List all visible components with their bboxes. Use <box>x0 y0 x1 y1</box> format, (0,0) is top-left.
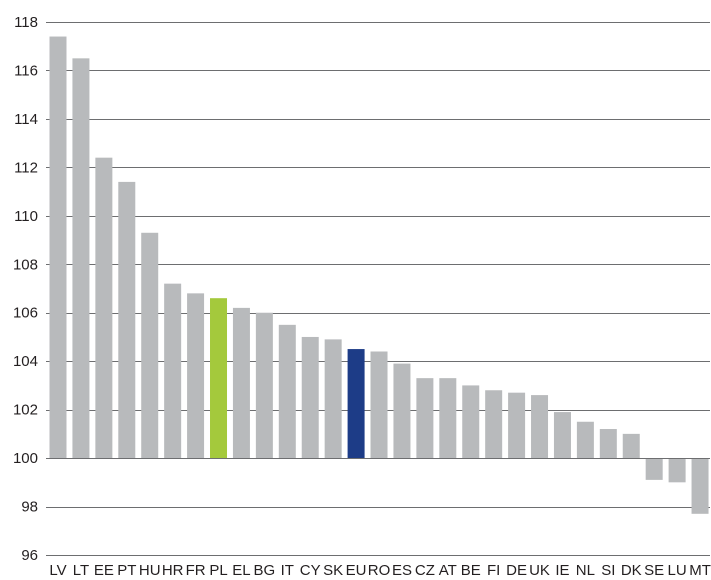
bar-nl <box>576 421 594 459</box>
x-axis-ticks: LV LT EE PT HU HR FR PL EL BG IT CY SK EU RO ES CZ AT BE FI… <box>49 562 710 579</box>
bar-ee <box>95 157 113 459</box>
bar-be <box>462 385 480 459</box>
bar-at <box>439 378 457 459</box>
y-tick-label-116: 116 <box>14 62 38 79</box>
x-tick-label-hr: HR <box>162 562 184 579</box>
x-tick-label-sk: SK <box>323 562 343 579</box>
bar-es <box>393 363 411 459</box>
bar-sk <box>324 339 342 459</box>
bar-ie <box>553 412 571 459</box>
y-tick-label-100: 100 <box>13 450 38 467</box>
bar-cz <box>416 378 434 459</box>
bar-uk <box>531 395 549 459</box>
bar-el <box>232 307 250 459</box>
bar-hu <box>141 232 159 459</box>
bar-ro <box>370 351 388 459</box>
bar-si <box>599 429 617 459</box>
x-tick-label-se: SE <box>644 562 664 579</box>
bar-lv <box>49 36 67 459</box>
x-tick-label-hu: HU <box>139 562 161 579</box>
x-tick-label-cy: CY <box>300 562 321 579</box>
bar-mt <box>691 458 709 514</box>
y-tick-label-106: 106 <box>13 305 38 322</box>
x-tick-label-lv: LV <box>49 562 66 579</box>
y-tick-label-118: 118 <box>14 14 38 31</box>
y-tick-label-110: 110 <box>14 208 38 225</box>
y-tick-label-96: 96 <box>21 547 38 564</box>
x-tick-label-de: DE <box>506 562 527 579</box>
bar-fr <box>187 293 205 459</box>
x-tick-label-pl: PL <box>209 562 227 579</box>
x-tick-label-bg: BG <box>254 562 276 579</box>
bar-it <box>278 324 296 459</box>
x-tick-label-dk: DK <box>621 562 642 579</box>
bar-bg <box>255 312 273 459</box>
x-tick-label-nl: NL <box>576 562 595 579</box>
bar-cy <box>301 336 319 459</box>
x-tick-label-es: ES <box>392 562 412 579</box>
x-tick-label-fi: FI <box>487 562 500 579</box>
bar-de <box>508 392 526 459</box>
x-tick-label-fr: FR <box>186 562 206 579</box>
y-tick-label-104: 104 <box>13 353 38 370</box>
x-tick-label-mt: MT <box>689 562 711 579</box>
x-tick-label-si: SI <box>601 562 615 579</box>
x-tick-label-be: BE <box>461 562 481 579</box>
x-tick-label-cz: CZ <box>415 562 435 579</box>
y-tick-label-114: 114 <box>14 111 38 128</box>
bar-fi <box>485 390 503 459</box>
x-tick-label-ee: EE <box>94 562 114 579</box>
x-tick-label-uk: UK <box>529 562 550 579</box>
y-tick-label-108: 108 <box>13 256 38 273</box>
y-tick-label-112: 112 <box>14 159 38 176</box>
x-tick-label-lu: LU <box>668 562 687 579</box>
x-tick-label-at: AT <box>439 562 457 579</box>
x-tick-label-it: IT <box>281 562 294 579</box>
y-tick-label-102: 102 <box>13 402 38 419</box>
x-tick-label-pt: PT <box>117 562 136 579</box>
bar-pt <box>118 181 136 459</box>
x-tick-label-eu: EU <box>346 562 367 579</box>
x-tick-label-ro: RO <box>368 562 391 579</box>
x-tick-label-el: EL <box>232 562 250 579</box>
bar-dk <box>622 433 640 459</box>
bar-pl <box>210 298 228 459</box>
bar-lt <box>72 58 90 459</box>
bar-hr <box>164 283 182 459</box>
x-tick-label-ie: IE <box>555 562 569 579</box>
y-axis-ticks: 96 98 100 102 104 106 108 110 112 114 116 118 <box>13 14 38 564</box>
bar-lu <box>668 458 686 483</box>
y-tick-label-98: 98 <box>21 499 38 516</box>
bar-eu <box>347 349 365 459</box>
bars <box>49 36 709 514</box>
bar-se <box>645 458 663 480</box>
x-tick-label-lt: LT <box>73 562 89 579</box>
